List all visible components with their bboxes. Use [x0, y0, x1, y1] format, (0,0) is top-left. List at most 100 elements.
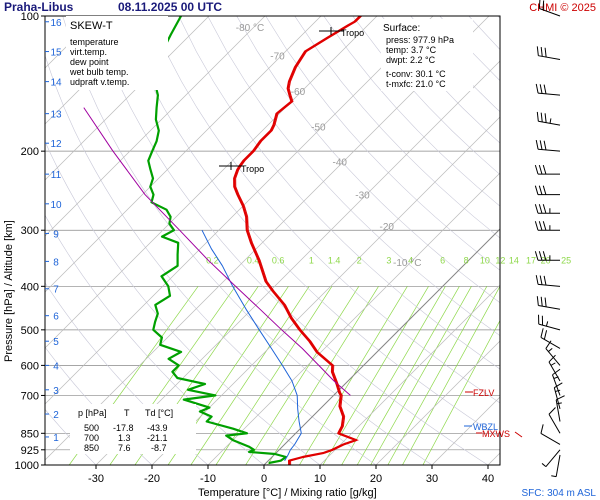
wind-barb [536, 46, 561, 61]
wind-barb [538, 314, 561, 331]
x-tick-label: 10 [314, 473, 326, 485]
table-cell-p: 850 [84, 443, 99, 453]
wind-barb-flag [542, 204, 547, 214]
isotherm-line [151, 116, 500, 465]
altitude-tick-label: 11 [51, 170, 62, 181]
wbzl-label: WBZL [473, 422, 498, 432]
surface-dewpoint: dwpt: 2.2 °C [386, 55, 436, 65]
wind-barb-flag [534, 185, 539, 195]
x-tick-label: 20 [370, 473, 382, 485]
wind-barb-flag [554, 382, 563, 389]
altitude-tick-label: 1 [53, 433, 59, 444]
x-tick-label: 0 [261, 473, 267, 485]
wind-barb-flag [535, 275, 539, 285]
wind-barb-half-flag [553, 376, 559, 379]
table-row: 500 -17.8 -43.9 [84, 423, 168, 433]
table-cell-p: 500 [84, 423, 99, 433]
wind-barb [536, 296, 561, 310]
isotherm-label: -50 [311, 123, 326, 134]
isotherm-line [45, 16, 434, 405]
dry-adiabat-line [45, 140, 321, 465]
isotherm-label: -10 °C [393, 258, 421, 269]
surface-info-box [381, 19, 473, 91]
wind-barb-flag [538, 221, 543, 231]
mixing-ratio-label: 8 [464, 255, 469, 265]
isotherm-label: -80 °C [236, 23, 264, 34]
wind-barb [535, 139, 561, 152]
legend-item-updraft: udpraft v.temp. [70, 77, 129, 87]
mixing-ratio-line [267, 286, 379, 465]
dry-adiabat-line [207, 16, 500, 337]
table-header-p: p [hPa] [78, 408, 107, 418]
altitude-tick-label: 5 [53, 337, 59, 348]
wind-barb-flag [543, 275, 547, 286]
x-tick-label: -30 [88, 473, 104, 485]
level-table-box [70, 404, 196, 454]
wind-barb-half-flag [541, 463, 547, 468]
wind-barb-half-flag [548, 347, 553, 352]
wind-barb [551, 454, 561, 478]
pressure-tick-label: 1000 [15, 460, 39, 472]
dry-adiabat-line [45, 54, 377, 465]
altitude-tick-label: 3 [53, 386, 59, 397]
wind-barb [534, 164, 560, 175]
altitude-tick-label: 9 [53, 229, 59, 240]
isotherm-label: -20 [380, 222, 395, 233]
wind-barb-flag [534, 221, 539, 231]
legend-item-wet-bulb: wet bulb temp. [69, 67, 129, 77]
altitude-tick-label: 12 [50, 139, 62, 150]
wind-barb [536, 111, 561, 126]
table-cell-p: 700 [84, 433, 99, 443]
wind-barb [534, 251, 560, 261]
wind-barb-flag [538, 204, 543, 214]
dry-adiabat-line [120, 16, 500, 438]
wind-barb-flag [540, 296, 543, 307]
wind-barb-flag [552, 368, 561, 376]
wind-barb-flag [544, 113, 547, 123]
isotherm-line [207, 172, 500, 465]
mixing-ratio-label: 1.4 [328, 255, 341, 265]
surface-pressure: press: 977.9 hPa [386, 35, 454, 45]
wind-barb-flag [555, 395, 565, 401]
wind-barb-flag [540, 424, 544, 434]
wind-barb-flag [544, 297, 547, 307]
table-header-t: T [124, 408, 130, 418]
mxws-arrow [514, 431, 523, 438]
mixing-ratio-label: 0.6 [272, 255, 285, 265]
pressure-tick-label: 300 [21, 225, 39, 237]
mixing-ratio-line [370, 286, 472, 465]
mixing-ratio-label: 17 [526, 255, 536, 265]
table-cell-td: -43.9 [147, 423, 168, 433]
isotherm-line [45, 16, 154, 125]
wind-barb-flag [540, 112, 543, 123]
mixing-ratio-line [402, 286, 500, 465]
isotherm-line [45, 16, 378, 349]
wet-bulb-line [201, 229, 302, 461]
surface-title: Surface: [383, 23, 420, 34]
x-tick-label: 30 [426, 473, 438, 485]
dry-adiabat-line [265, 16, 500, 271]
mixing-ratio-label: 1 [309, 255, 314, 265]
table-cell-t: 1.3 [118, 433, 131, 443]
dry-adiabat-line [62, 16, 433, 465]
mixing-ratio-label: 6 [440, 255, 445, 265]
wind-barbs-column [534, 0, 565, 478]
table-row: 850 7.6 -8.7 [84, 443, 167, 453]
isotherm-line [45, 16, 210, 181]
dry-adiabat-line [45, 214, 265, 465]
dry-adiabat-line [149, 16, 500, 404]
surface-t-mxfc: t-mxfc: 21.0 °C [386, 79, 446, 89]
tropo-label-upper: Tropo [341, 28, 364, 38]
wind-barb-flag [545, 340, 552, 349]
y-axis-title-pressure: Pressure [hPa] / Altitude [km] [3, 220, 15, 362]
mixing-ratio-line [422, 319, 500, 465]
wind-barb-flag [544, 47, 547, 58]
pressure-tick-label: 400 [21, 281, 39, 293]
temperature-line [233, 16, 361, 465]
altitude-tick-label: 10 [50, 200, 62, 211]
table-cell-t: 7.6 [118, 443, 131, 453]
altitude-tick-label: 2 [53, 410, 59, 421]
wind-barb-flag [542, 0, 545, 10]
wind-barb-flag [540, 47, 543, 57]
